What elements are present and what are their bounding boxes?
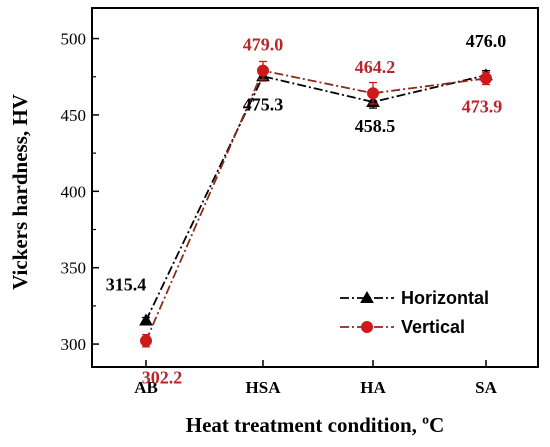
data-label-vertical: 473.9 bbox=[462, 96, 503, 116]
point-triangle bbox=[139, 313, 153, 326]
point-circle bbox=[361, 321, 373, 333]
point-circle bbox=[257, 64, 269, 77]
y-tick-label: 300 bbox=[61, 335, 87, 354]
point-circle bbox=[480, 72, 492, 85]
point-triangle bbox=[360, 290, 374, 303]
series-line bbox=[145, 74, 487, 321]
plot-frame bbox=[91, 7, 539, 368]
x-axis-title: Heat treatment condition, ºC bbox=[186, 413, 445, 437]
y-tick-label: 500 bbox=[61, 30, 87, 49]
x-ticks: AB HSA HA SA bbox=[134, 360, 498, 397]
y-tick-label: 350 bbox=[61, 259, 87, 278]
y-ticks: 300 350 400 450 500 bbox=[61, 30, 99, 354]
data-label-vertical: 302.2 bbox=[142, 368, 183, 388]
x-tick-label: HA bbox=[360, 378, 386, 397]
data-label-vertical: 479.0 bbox=[243, 35, 284, 55]
x-tick-label: HSA bbox=[246, 378, 282, 397]
point-circle bbox=[140, 334, 152, 347]
x-tick-label: AB bbox=[134, 378, 158, 397]
y-axis-title: Vickers hardness, HV bbox=[8, 94, 32, 290]
legend: Horizontal Vertical bbox=[340, 288, 489, 337]
data-label-horizontal: 315.4 bbox=[106, 275, 147, 295]
legend-label: Vertical bbox=[401, 317, 465, 337]
data-label-horizontal: 458.5 bbox=[355, 116, 396, 136]
series-line bbox=[145, 69, 487, 342]
x-tick-label: SA bbox=[475, 378, 497, 397]
legend-item: Horizontal bbox=[340, 288, 489, 308]
legend-item: Vertical bbox=[340, 317, 465, 337]
series-layer bbox=[139, 60, 493, 348]
data-labels: 315.4 475.3 458.5 476.0 302.2 479.0 464.2 473.9 bbox=[106, 31, 507, 388]
data-label-horizontal: 475.3 bbox=[243, 94, 284, 114]
point-circle bbox=[367, 87, 379, 100]
data-label-vertical: 464.2 bbox=[355, 57, 396, 77]
axes bbox=[91, 7, 539, 368]
series-vertical bbox=[140, 60, 492, 348]
y-tick-label: 450 bbox=[61, 106, 87, 125]
series-horizontal bbox=[139, 68, 493, 326]
y-tick-label: 400 bbox=[61, 182, 87, 201]
data-label-horizontal: 476.0 bbox=[466, 31, 507, 51]
legend-label: Horizontal bbox=[401, 288, 489, 308]
